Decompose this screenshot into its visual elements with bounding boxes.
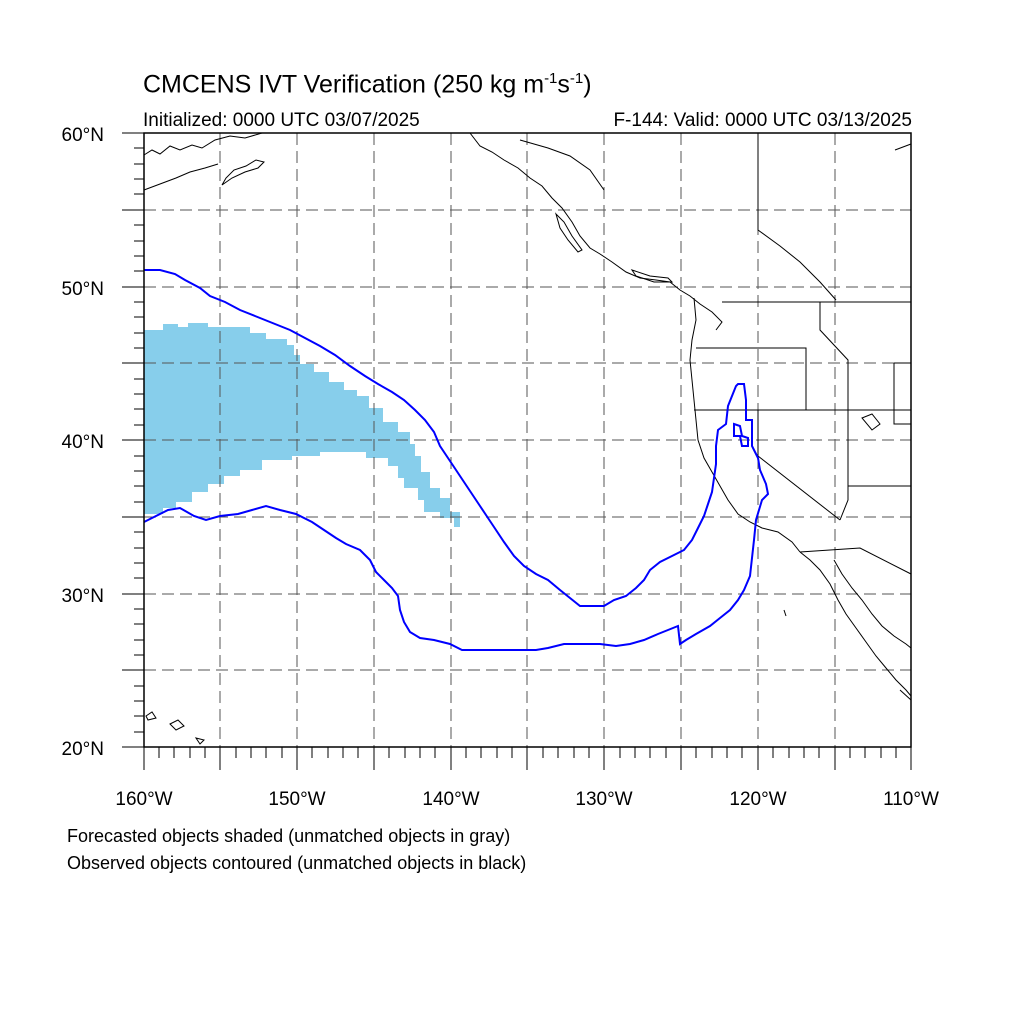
lon-label-130w: 130°W — [575, 789, 632, 810]
lat-label-50: 50°N — [62, 279, 104, 300]
lon-label-110w: 110°W — [883, 789, 939, 810]
caption-observed: Observed objects contoured (unmatched ob… — [67, 853, 527, 873]
coastlines — [143, 132, 912, 745]
caption-forecast: Forecasted objects shaded (unmatched obj… — [67, 826, 511, 846]
tick-marks — [122, 132, 912, 770]
lon-label-120w: 120°W — [729, 789, 786, 810]
lon-label-150w: 150°W — [268, 789, 325, 810]
init-time-label: Initialized: 0000 UTC 03/07/2025 — [143, 110, 420, 131]
forecast-object — [144, 323, 460, 527]
lat-label-20: 20°N — [62, 739, 104, 760]
lon-labels: 160°W 150°W 140°W 130°W 120°W 110°W — [115, 789, 939, 810]
lat-label-30: 30°N — [62, 586, 104, 607]
lat-labels: 60°N 50°N 40°N 30°N 20°N — [62, 125, 104, 760]
valid-time-label: F-144: Valid: 0000 UTC 03/13/2025 — [613, 110, 912, 131]
lon-label-160w: 160°W — [115, 789, 172, 810]
map-title: CMCENS IVT Verification (250 kg m-1s-1) — [143, 70, 592, 99]
grid-lines — [144, 133, 911, 747]
lat-label-60: 60°N — [62, 125, 104, 146]
lon-label-140w: 140°W — [422, 789, 479, 810]
lat-label-40: 40°N — [62, 432, 104, 453]
observed-object-contour — [143, 269, 770, 651]
